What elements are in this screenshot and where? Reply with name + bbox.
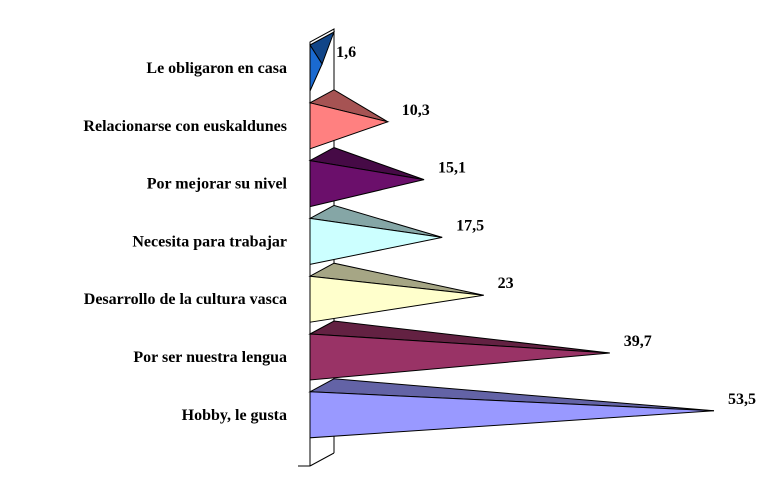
data-label: 10,3 — [402, 102, 430, 119]
chart-bars — [308, 30, 715, 439]
category-label: Hobby, le gusta — [182, 407, 287, 424]
pyramid-bar — [309, 333, 610, 381]
pyramid-bar — [309, 102, 390, 150]
data-label: 1,6 — [336, 44, 356, 61]
pyramid-bar — [309, 217, 443, 266]
pyramid-bar — [309, 391, 715, 439]
chart-labels: Le obligaron en casa 1,6 Relacionarse con … — [83, 44, 756, 424]
data-label: 53,5 — [728, 391, 756, 408]
category-label: Por ser nuestra lengua — [133, 349, 287, 366]
data-label: 39,7 — [624, 333, 652, 350]
data-label: 23 — [498, 275, 514, 292]
axis-floor-edge — [309, 452, 335, 467]
category-label: Le obligaron en casa — [146, 60, 287, 77]
data-label: 17,5 — [456, 217, 484, 234]
data-label: 15,1 — [438, 160, 466, 177]
pyramid-bar — [309, 275, 484, 323]
pyramid-bar — [309, 160, 425, 208]
pyramid-bar — [309, 43, 323, 92]
category-label: Necesita para trabajar — [132, 233, 287, 250]
category-label: Desarrollo de la cultura vasca — [84, 291, 287, 308]
category-label: Por mejorar su nivel — [147, 176, 288, 193]
category-label: Relacionarse con euskaldunes — [83, 118, 287, 135]
